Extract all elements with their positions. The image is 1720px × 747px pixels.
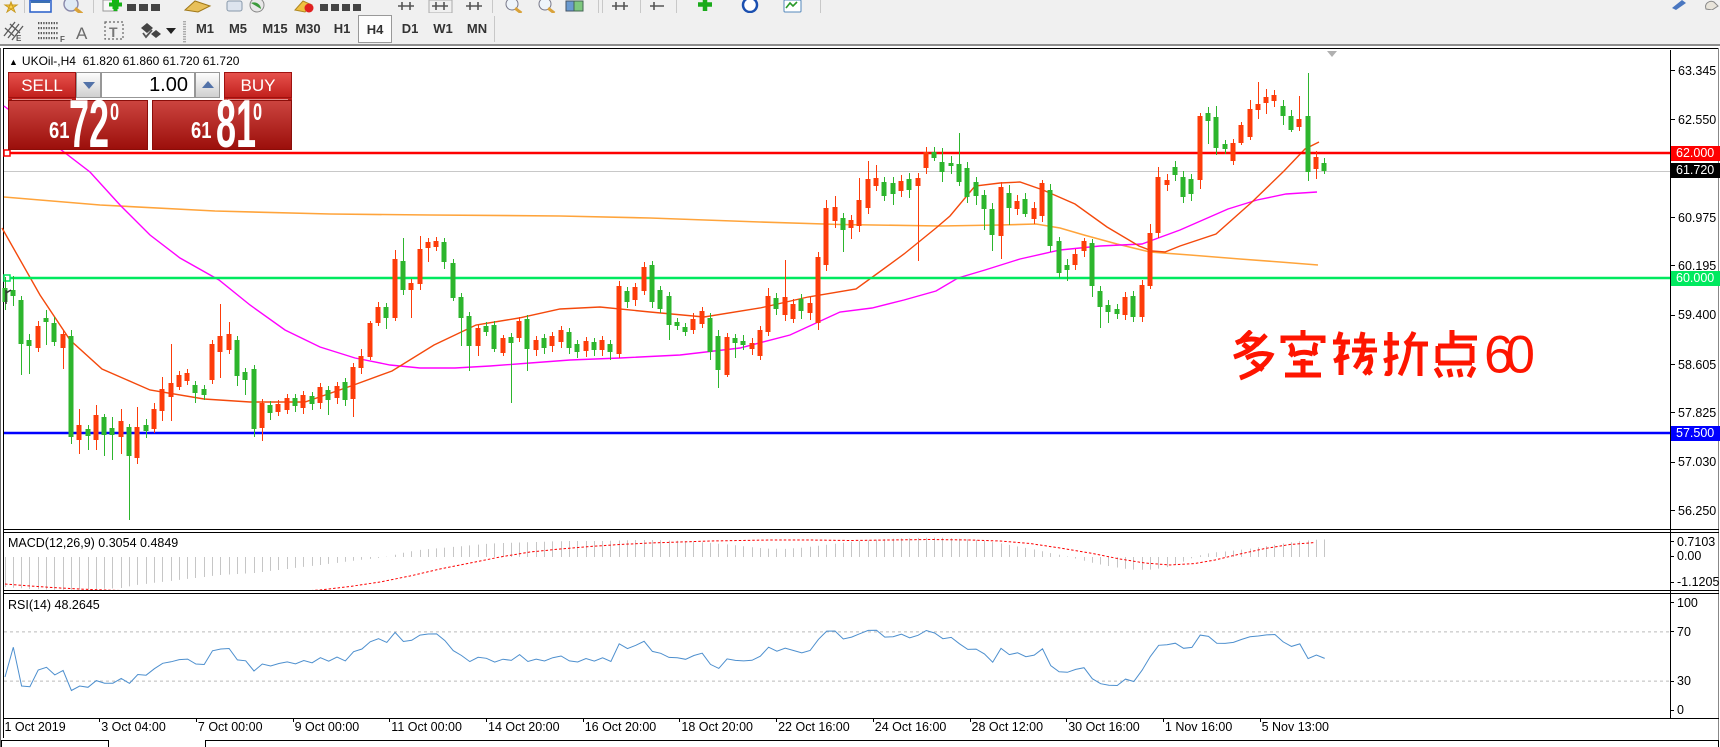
svg-text:E: E <box>16 34 22 43</box>
svg-text:F: F <box>60 35 65 44</box>
svg-text:A: A <box>76 24 88 43</box>
svg-text:60: 60 <box>1484 330 1535 385</box>
svg-text:T: T <box>109 24 118 40</box>
